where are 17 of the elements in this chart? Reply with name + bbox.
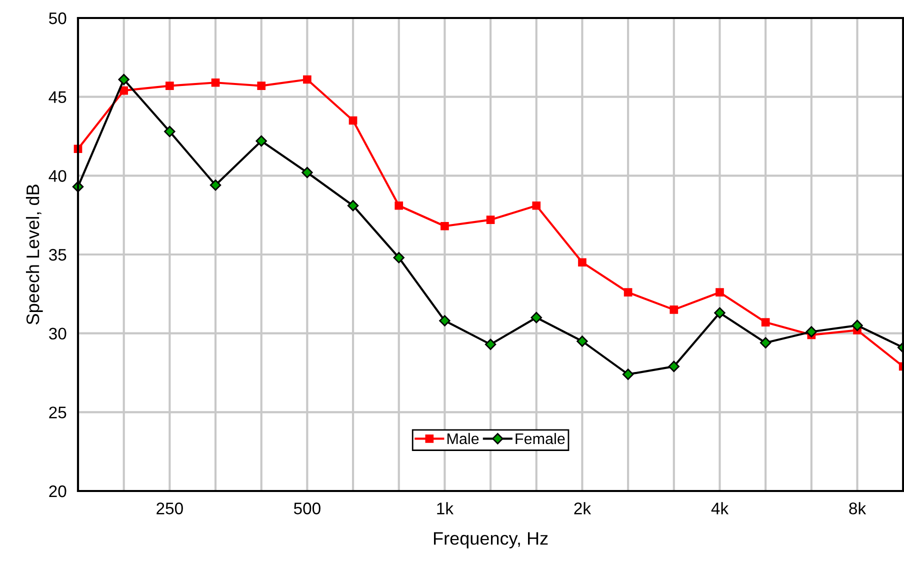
y-tick-label: 30 bbox=[48, 328, 66, 340]
legend-label: Male bbox=[447, 432, 479, 444]
x-tick-label: 250 bbox=[156, 502, 183, 514]
y-tick-label: 45 bbox=[48, 91, 66, 104]
x-tick-label: 8k bbox=[849, 502, 866, 514]
legend-label: Female bbox=[516, 432, 565, 444]
x-axis-title: Frequency, Hz bbox=[434, 532, 548, 548]
x-tick-label: 500 bbox=[294, 502, 320, 514]
y-tick-label: 50 bbox=[49, 12, 66, 24]
y-tick-label: 35 bbox=[48, 248, 66, 261]
x-tick-label: 2k bbox=[574, 502, 592, 514]
x-tick-label: 4k bbox=[711, 502, 729, 514]
y-tick-label: 20 bbox=[49, 485, 66, 498]
y-axis-title: Speech Level, dB bbox=[26, 184, 43, 324]
y-tick-label: 25 bbox=[49, 406, 66, 418]
y-tick-label: 40 bbox=[48, 170, 66, 182]
x-tick-label: 1k bbox=[437, 502, 454, 514]
